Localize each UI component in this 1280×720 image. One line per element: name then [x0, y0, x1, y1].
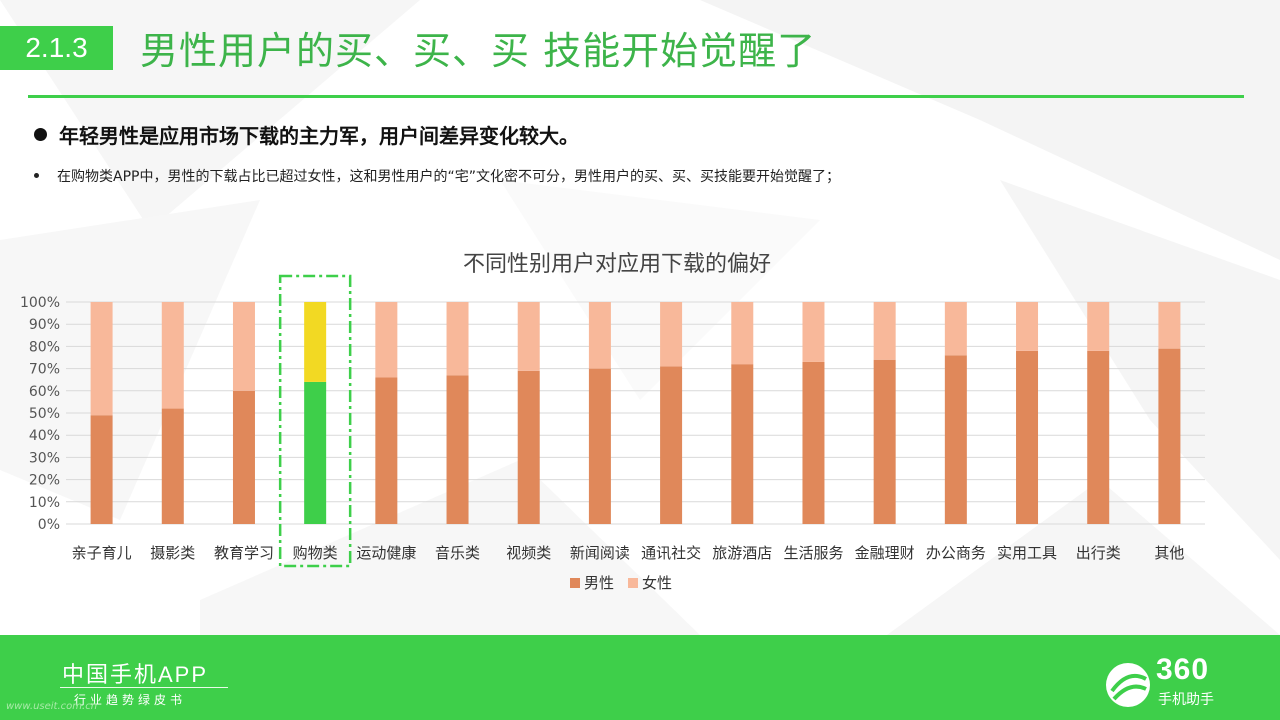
logo-number: 360 — [1156, 653, 1210, 686]
x-tick-label: 出行类 — [1076, 544, 1121, 562]
bar-male — [1016, 350, 1039, 524]
y-tick-label: 100% — [20, 295, 60, 311]
x-tick-label: 通讯社交 — [641, 544, 701, 562]
x-tick-label: 视频类 — [506, 544, 551, 562]
y-tick-label: 20% — [29, 473, 60, 489]
footer-divider — [60, 687, 228, 688]
bar-female — [802, 302, 825, 362]
y-tick-label: 60% — [29, 384, 60, 400]
highlight-frame — [278, 274, 352, 568]
main-bullet: 年轻男性是应用市场下载的主力军，用户间差异变化较大。 — [34, 120, 579, 149]
bar-male — [1087, 350, 1110, 524]
y-tick-label: 10% — [29, 495, 60, 511]
bar-male — [1158, 348, 1181, 524]
x-tick-label: 教育学习 — [214, 544, 274, 562]
x-tick-label: 亲子育儿 — [72, 544, 132, 562]
x-tick-label: 摄影类 — [150, 544, 195, 562]
bar-male — [731, 364, 754, 524]
bullet-dot-icon — [34, 173, 39, 178]
y-tick-label: 90% — [29, 317, 60, 333]
footer-brand: 中国手机APP — [62, 662, 209, 687]
bar-female — [232, 302, 255, 391]
y-tick-label: 70% — [29, 362, 60, 378]
y-tick-label: 80% — [29, 339, 60, 355]
footer-watermark: www.useit.com.cn — [6, 701, 98, 712]
bullet-dot-icon — [34, 128, 47, 141]
bar-male — [873, 359, 896, 524]
bar-female — [375, 302, 398, 378]
logo-name: 手机助手 — [1158, 692, 1214, 708]
y-tick-label: 0% — [38, 517, 60, 533]
section-number-badge: 2.1.3 — [0, 26, 113, 70]
x-tick-label: 实用工具 — [997, 544, 1057, 562]
bar-male — [517, 370, 540, 524]
bar-male — [588, 368, 611, 524]
x-tick-label: 购物类 — [293, 544, 338, 562]
legend-swatch — [570, 578, 580, 588]
bar-female — [944, 302, 967, 356]
bar-female — [1016, 302, 1039, 351]
x-tick-label: 金融理财 — [855, 544, 915, 562]
bar-female — [1087, 302, 1110, 351]
y-tick-label: 40% — [29, 428, 60, 444]
title-divider — [28, 95, 1244, 98]
chart-title: 不同性别用户对应用下载的偏好 — [463, 252, 771, 277]
y-tick-label: 30% — [29, 450, 60, 466]
bar-male — [944, 355, 967, 524]
bar-male — [161, 408, 184, 524]
page-title: 男性用户的买、买、买 技能开始觉醒了 — [140, 29, 817, 73]
bar-male — [446, 375, 469, 524]
legend-swatch — [628, 578, 638, 588]
y-tick-label: 50% — [29, 406, 60, 422]
x-tick-label: 音乐类 — [435, 544, 480, 562]
bar-male — [802, 361, 825, 524]
bar-female — [731, 302, 754, 365]
bar-male — [660, 366, 683, 524]
bar-female — [660, 302, 683, 367]
bar-female — [161, 302, 184, 409]
bar-female — [588, 302, 611, 369]
bar-male — [304, 381, 327, 524]
legend-label: 男性 — [584, 574, 614, 592]
x-tick-label: 新闻阅读 — [570, 544, 630, 562]
sub-bullet: 在购物类APP中，男性的下载占比已超过女性，这和男性用户的“宅”文化密不可分，男… — [34, 166, 840, 186]
x-tick-label: 旅游酒店 — [712, 544, 772, 562]
sub-bullet-text: 在购物类APP中，男性的下载占比已超过女性，这和男性用户的“宅”文化密不可分，男… — [57, 169, 840, 185]
legend-label: 女性 — [642, 574, 672, 592]
bar-female — [517, 302, 540, 371]
bar-male — [90, 415, 113, 524]
footer-subtitle: 行业趋势绿皮书 — [74, 693, 187, 707]
footer-bar: 中国手机APP 行业趋势绿皮书 www.useit.com.cn 360 手机助… — [0, 635, 1280, 720]
bar-female — [90, 302, 113, 416]
x-tick-label: 办公商务 — [926, 544, 986, 562]
bar-male — [375, 377, 398, 524]
x-tick-label: 其他 — [1154, 544, 1184, 562]
bar-female — [1158, 302, 1181, 349]
main-bullet-text: 年轻男性是应用市场下载的主力军，用户间差异变化较大。 — [59, 124, 579, 148]
logo-360: 360 手机助手 — [1106, 653, 1236, 708]
bar-female — [873, 302, 896, 360]
bar-male — [232, 390, 255, 524]
bar-female — [304, 302, 327, 382]
bar-female — [446, 302, 469, 376]
logo-circle-icon — [1106, 663, 1150, 707]
x-tick-label: 生活服务 — [783, 544, 843, 562]
x-tick-label: 运动健康 — [356, 544, 416, 562]
